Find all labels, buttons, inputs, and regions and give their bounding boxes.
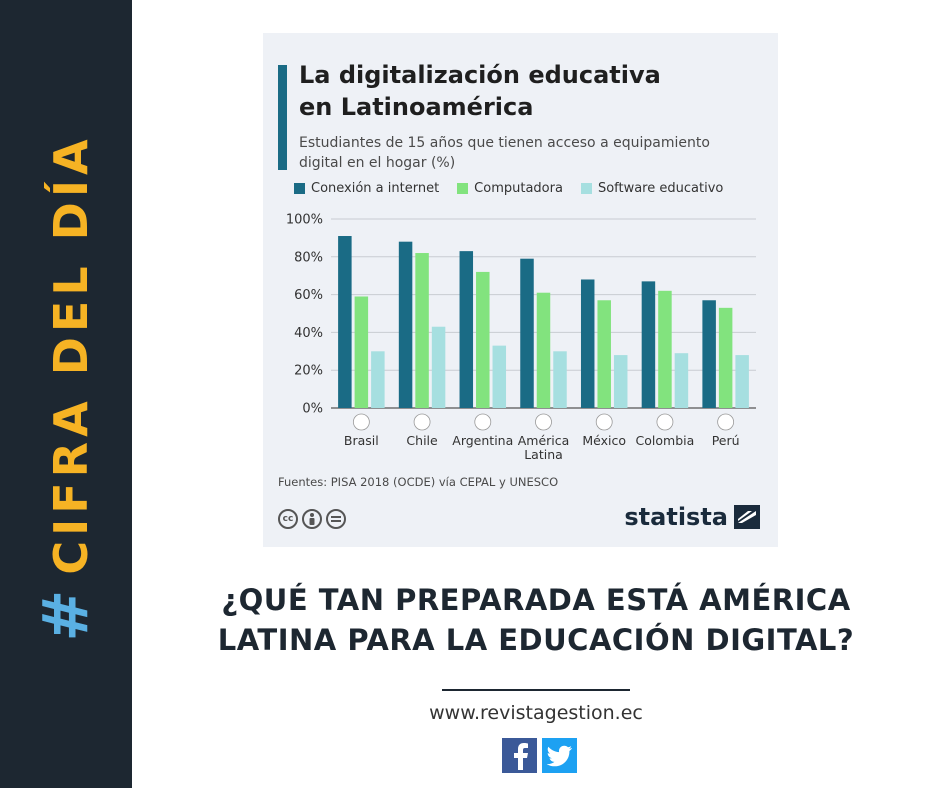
- bar: [398, 241, 413, 408]
- hashtag-icon: #: [29, 584, 102, 642]
- statista-logo: statista: [624, 503, 760, 531]
- country-flag-icon: [352, 413, 370, 431]
- bar: [415, 253, 429, 408]
- country-flag-icon: [717, 413, 735, 431]
- bar: [735, 355, 749, 408]
- divider: [442, 689, 630, 691]
- country-flag-icon: [595, 413, 613, 431]
- creative-commons-icon: cc: [278, 509, 298, 529]
- x-tick-label: Brasil: [344, 433, 379, 448]
- bar: [702, 300, 716, 408]
- bar: [520, 258, 534, 408]
- chart-card: La digitalización educativa en Latinoamé…: [263, 33, 778, 547]
- y-tick-label: 40%: [294, 326, 323, 341]
- bar: [431, 326, 446, 408]
- chart-title-line-1: La digitalización educativa: [299, 61, 661, 89]
- license-icons: cc: [278, 509, 346, 529]
- x-tick-label: Perú: [712, 433, 740, 448]
- chart-subtitle: Estudiantes de 15 años que tienen acceso…: [299, 133, 769, 173]
- sidebar-label: CIFRA DEL DÍA: [44, 134, 98, 575]
- sidebar: # CIFRA DEL DÍA: [0, 0, 132, 788]
- facebook-button[interactable]: [502, 738, 537, 773]
- y-tick-label: 100%: [286, 213, 323, 228]
- y-tick-label: 60%: [294, 288, 323, 303]
- headline: ¿QUÉ TAN PREPARADA ESTÁ AMÉRICA LATINA P…: [132, 580, 940, 660]
- facebook-icon: [513, 742, 528, 770]
- bar: [338, 236, 352, 408]
- bar: [718, 307, 733, 408]
- title-accent-bar: [278, 65, 287, 170]
- bar: [536, 292, 551, 408]
- attribution-icon: [302, 509, 322, 529]
- bar: [641, 281, 656, 408]
- legend-label: Conexión a internet: [311, 181, 440, 196]
- chart-title: La digitalización educativa en Latinoamé…: [299, 59, 759, 123]
- headline-line-2: LATINA PARA LA EDUCACIÓN DIGITAL?: [217, 623, 855, 657]
- legend-swatch: [294, 183, 305, 194]
- country-flag-icon: [535, 413, 552, 431]
- statista-wordmark: statista: [624, 503, 728, 531]
- chart-subtitle-line-1: Estudiantes de 15 años que tienen acceso…: [299, 135, 710, 151]
- bar: [597, 300, 611, 408]
- bar: [580, 279, 595, 408]
- legend-label: Software educativo: [597, 181, 724, 196]
- bar: [459, 251, 474, 408]
- website-link[interactable]: www.revistagestion.ec: [429, 702, 643, 724]
- social-links: [502, 738, 577, 773]
- legend-swatch: [457, 183, 469, 194]
- bar: [613, 355, 628, 408]
- country-flag-icon: [474, 413, 492, 431]
- x-tick-label: Argentina: [452, 433, 513, 448]
- y-tick-label: 0%: [302, 402, 323, 417]
- bar: [354, 296, 369, 408]
- bar: [371, 351, 385, 408]
- x-tick-label: Colombia: [636, 433, 695, 448]
- bar: [674, 353, 689, 408]
- x-tick-label: América: [518, 433, 570, 448]
- y-tick-label: 80%: [294, 250, 323, 265]
- statista-mark-icon: [734, 505, 760, 529]
- twitter-icon: [546, 745, 572, 766]
- x-tick-label: Chile: [406, 433, 438, 448]
- twitter-button[interactable]: [542, 738, 577, 773]
- country-flag-icon: [656, 413, 674, 431]
- chart-legend: Conexión a internet Computadora Software…: [294, 181, 723, 196]
- x-tick-label: Latina: [524, 447, 563, 462]
- y-tick-label: 20%: [294, 364, 323, 379]
- country-flag-icon: [413, 413, 431, 431]
- bar: [476, 271, 490, 408]
- bar: [658, 290, 672, 408]
- legend-item-internet: Conexión a internet: [294, 181, 439, 196]
- legend-label: Computadora: [474, 181, 563, 196]
- chart-title-line-2: en Latinoamérica: [299, 93, 534, 121]
- bar: [553, 351, 567, 408]
- sidebar-title: # CIFRA DEL DÍA: [29, 134, 102, 641]
- bar: [492, 345, 507, 408]
- no-derivatives-icon: [326, 509, 346, 529]
- headline-line-1: ¿QUÉ TAN PREPARADA ESTÁ AMÉRICA: [221, 583, 851, 617]
- chart-subtitle-line-2: digital en el hogar (%): [299, 155, 456, 171]
- x-tick-label: México: [582, 433, 626, 448]
- chart-source: Fuentes: PISA 2018 (OCDE) vía CEPAL y UN…: [278, 475, 559, 489]
- bar-chart: 0% 20% 40% 60% 80% 100% Brasil Chile Argentina Am…: [286, 213, 756, 462]
- legend-swatch: [580, 183, 592, 194]
- legend-item-software: Software educativo: [580, 181, 724, 196]
- legend-item-computadora: Computadora: [457, 181, 563, 196]
